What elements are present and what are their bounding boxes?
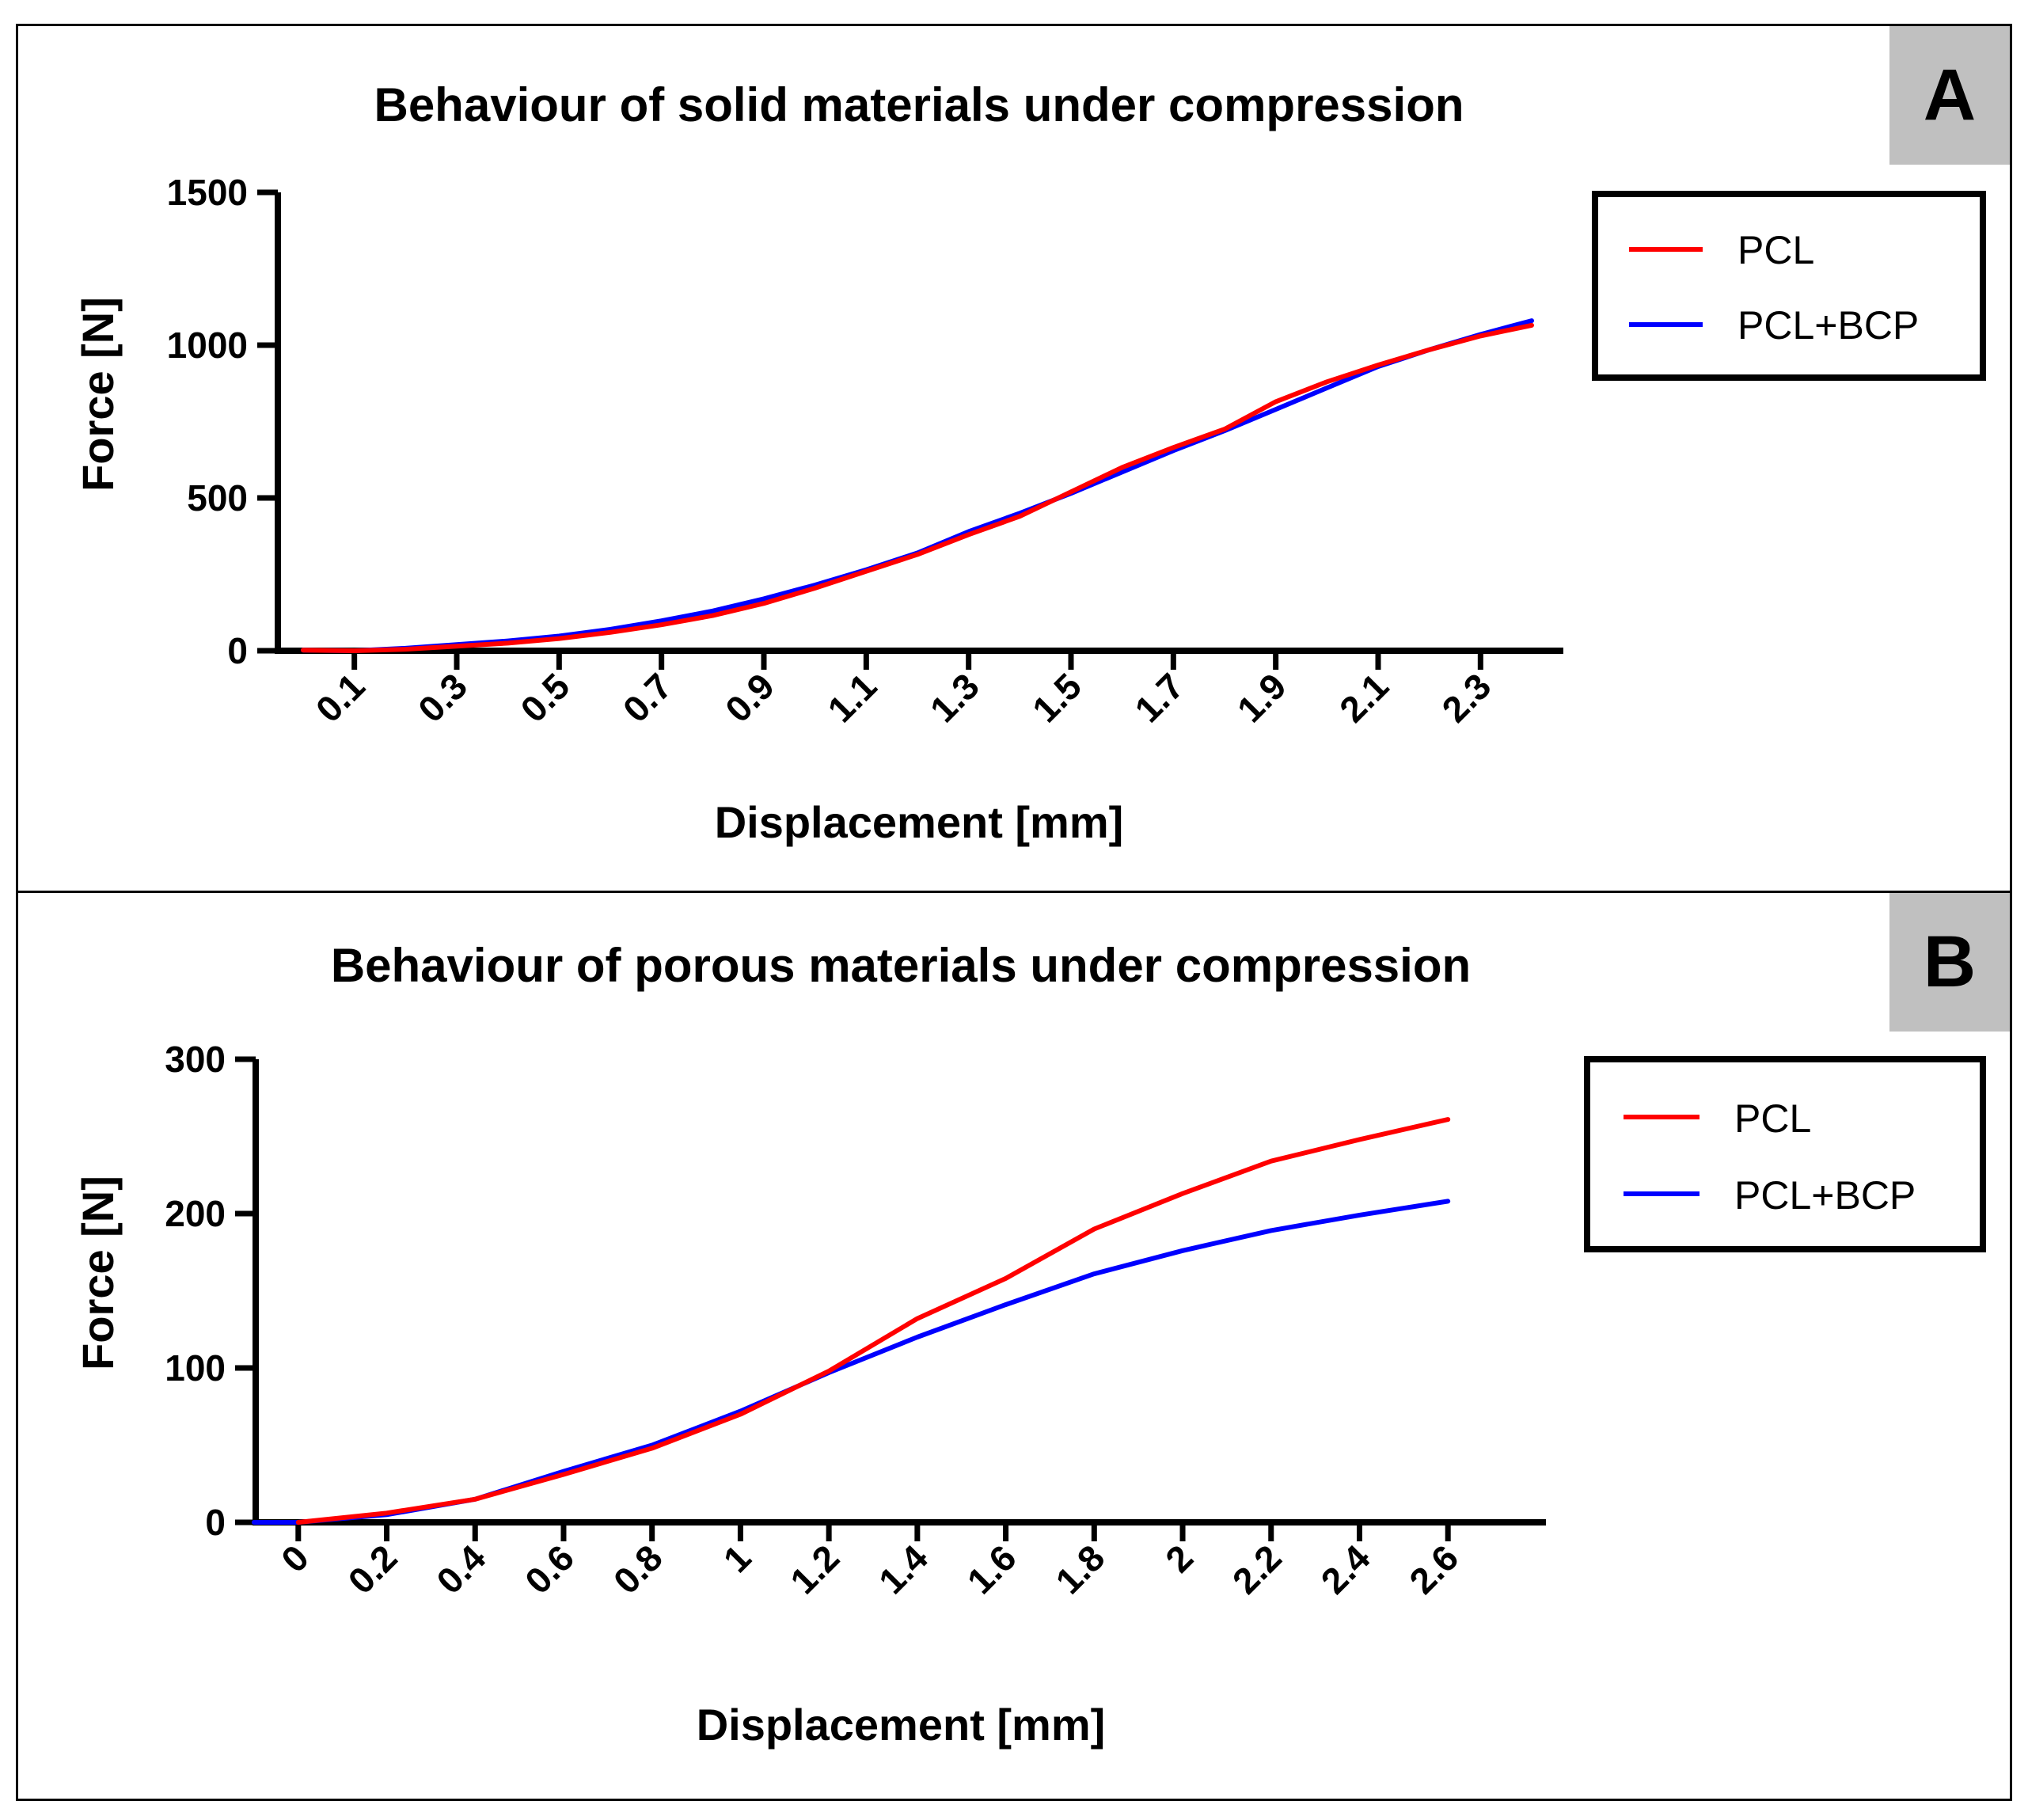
chart-b-x-tick-label: 1.6: [959, 1537, 1024, 1602]
chart-b-x-tick-label: 2: [1157, 1537, 1201, 1580]
chart-b-x-tick-label: 0.6: [517, 1537, 582, 1602]
chart-a-x-tick-label: 0.3: [410, 665, 475, 730]
chart-a-x-tick-label: 0.5: [512, 665, 577, 730]
chart-b-legend-label-pcl-bcp: PCL+BCP: [1734, 1173, 1916, 1218]
chart-b-legend-label-pcl: PCL: [1734, 1096, 1811, 1141]
chart-a-legend-label-pcl-bcp: PCL+BCP: [1737, 303, 1919, 348]
chart-a-x-tick-label: 1.1: [819, 665, 884, 730]
chart-b-y-tick-label: 0: [205, 1502, 226, 1543]
chart-b-x-tick-label: 0.2: [340, 1537, 405, 1602]
chart-a-x-tick-label: 0.9: [717, 665, 782, 730]
chart-a-plot: 0 500 1000 1500 0.1 0.3 0.5 0.7 0.9 1.1 1.3 1.5 1.7 1…: [167, 172, 1563, 730]
chart-b-y-tick-label: 300: [165, 1039, 226, 1080]
chart-a-y-tick-label: 1000: [167, 325, 248, 366]
chart-a-y-tick-label: 1500: [167, 172, 248, 213]
chart-b-svg: Behaviour of porous materials under comp…: [73, 939, 1986, 1750]
chart-b-title: Behaviour of porous materials under comp…: [331, 939, 1471, 992]
chart-b-legend-box: [1584, 1056, 1986, 1252]
chart-a-legend-box: [1592, 191, 1986, 381]
chart-a-y-axis-label: Force [N]: [73, 297, 123, 492]
chart-b-x-tick-label: 0.8: [606, 1537, 670, 1602]
chart-panel-a: A Behaviour of solid materials under com…: [16, 24, 2012, 895]
chart-a-x-tick-label: 1.3: [922, 665, 987, 730]
chart-b-x-tick-label: 0.4: [428, 1537, 493, 1602]
chart-a-x-tick-label: 1.9: [1229, 665, 1294, 730]
chart-a-series-line-pcl: [301, 322, 1534, 653]
chart-a-x-tick-label: 2.1: [1331, 665, 1396, 730]
chart-b-x-tick-label: 2.6: [1401, 1537, 1466, 1602]
chart-a-y-tick-label: 0: [227, 630, 248, 671]
panel-label-a: A: [1889, 26, 2010, 165]
chart-b-x-tick-label: 1.2: [782, 1537, 847, 1602]
chart-panel-b: B Behaviour of porous materials under co…: [16, 891, 2012, 1801]
chart-b-x-tick-label: 1.4: [871, 1537, 936, 1602]
chart-b-y-tick-label: 200: [165, 1193, 226, 1234]
chart-b-legend: PCL PCL+BCP: [1584, 1056, 1986, 1252]
panel-label-b: B: [1889, 893, 2010, 1032]
chart-b-x-tick-label: 0: [273, 1537, 317, 1580]
chart-b-series-line-pcl: [295, 1117, 1451, 1525]
chart-a-series-line-pcl-bcp: [301, 318, 1534, 653]
chart-a-legend-label-pcl: PCL: [1737, 228, 1814, 272]
chart-a-svg: Behaviour of solid materials under compr…: [73, 78, 1986, 847]
chart-b-x-tick-label: 1: [716, 1537, 759, 1580]
chart-a-x-tick-label: 0.7: [615, 665, 680, 730]
chart-a-x-tick-label: 1.5: [1024, 665, 1089, 730]
chart-b-x-tick-label: 2.4: [1313, 1537, 1378, 1602]
chart-b-x-axis-label: Displacement [mm]: [697, 1700, 1106, 1750]
chart-a-x-tick-label: 2.3: [1434, 665, 1498, 730]
chart-a-x-axis-label: Displacement [mm]: [715, 797, 1124, 847]
chart-a-x-tick-label: 1.7: [1126, 665, 1191, 730]
chart-b-x-tick-label: 1.8: [1047, 1537, 1112, 1602]
chart-b-series-line-pcl-bcp: [251, 1199, 1451, 1525]
chart-a-x-tick-label: 0.1: [308, 665, 373, 730]
chart-a-title: Behaviour of solid materials under compr…: [374, 78, 1464, 131]
chart-a-legend: PCL PCL+BCP: [1592, 191, 1986, 381]
chart-b-plot: 0 100 200 300 0 0.2 0.4 0.6 0.8 1 1.2 1.4 1.6 1.8 2 2.2…: [165, 1039, 1546, 1602]
chart-b-y-axis-label: Force [N]: [73, 1176, 123, 1370]
chart-b-y-tick-label: 100: [165, 1347, 226, 1389]
chart-a-y-tick-label: 500: [187, 477, 248, 519]
chart-b-x-tick-label: 2.2: [1225, 1537, 1289, 1602]
